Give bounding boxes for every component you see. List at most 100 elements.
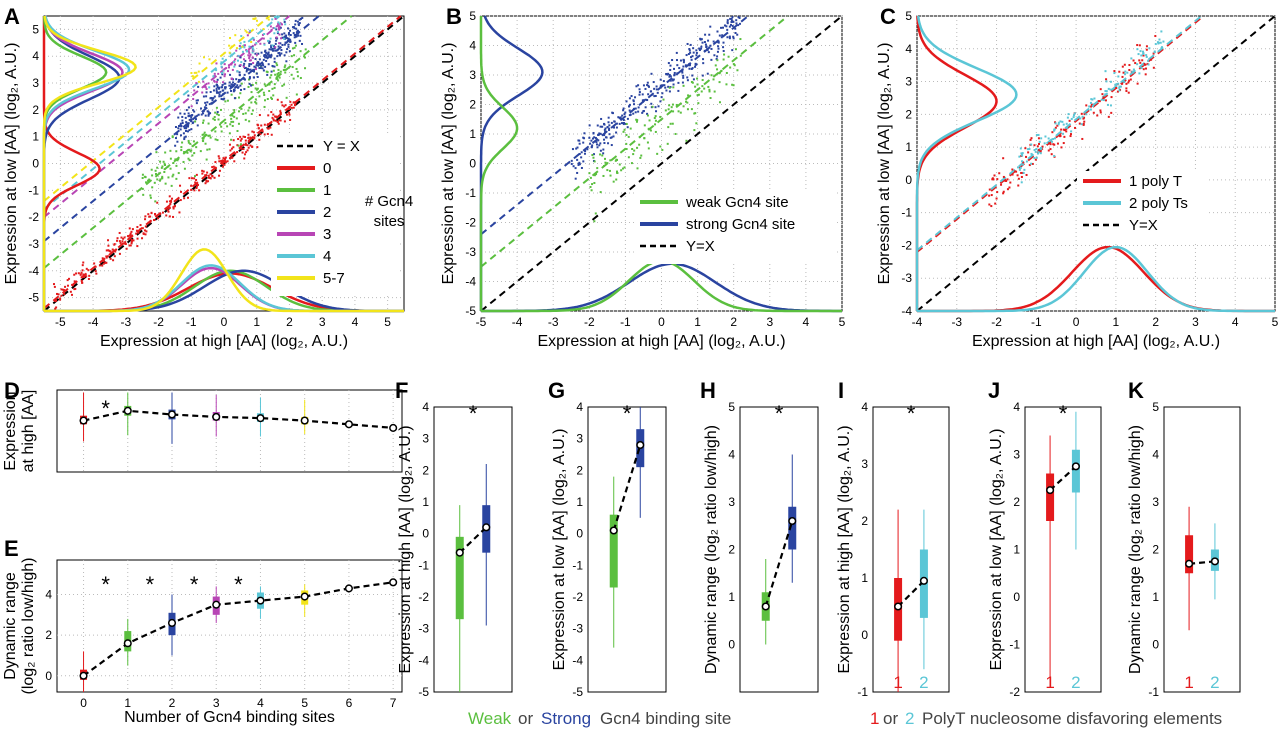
scatter-point-blue (730, 20, 733, 23)
scatter-point-green (670, 106, 673, 109)
scatter-point-blue (275, 28, 278, 31)
scatter-point-cyan (1123, 81, 1126, 84)
y-tick-label: 0 (32, 157, 39, 171)
box-iqr (1046, 473, 1055, 521)
scatter-point-blue (240, 88, 243, 91)
scatter-point-blue (209, 97, 212, 100)
scatter-point-green (591, 183, 594, 186)
scatter-point-magenta (242, 58, 245, 61)
scatter-point-green (169, 157, 172, 160)
scatter-point-blue (270, 70, 273, 73)
scatter-point-magenta (262, 37, 265, 40)
scatter-point-red (1062, 128, 1065, 131)
y-tick-label: 3 (576, 432, 583, 446)
scatter-point-green (696, 83, 699, 86)
median-marker (344, 584, 353, 593)
scatter-point-red (102, 262, 105, 265)
scatter-point-green (270, 74, 273, 77)
scatter-point-red (93, 262, 96, 265)
scatter-point-green (606, 162, 609, 165)
scatter-point-red (1017, 184, 1020, 187)
scatter-point-green (224, 100, 227, 103)
scatter-point-red (1145, 67, 1148, 70)
scatter-point-red (239, 135, 242, 138)
scatter-point-green (283, 66, 286, 69)
scatter-point-cyan (1065, 122, 1068, 125)
scatter-point-red (64, 285, 67, 288)
scatter-point-red (263, 123, 266, 126)
scatter-point-green (739, 38, 742, 41)
scatter-point-green (675, 103, 678, 106)
scatter-point-red (150, 212, 153, 215)
scatter-point-cyan (1119, 85, 1122, 88)
scatter-point-green (672, 86, 675, 89)
scatter-point-green (292, 77, 295, 80)
scatter-point-magenta (248, 55, 251, 58)
scatter-point-green (635, 120, 638, 123)
scatter-point-blue (582, 160, 585, 163)
y-axis-label: Dynamic range (log₂ ratio low/high) (703, 425, 720, 674)
scatter-point-green (219, 108, 222, 111)
scatter-point-red (207, 180, 210, 183)
scatter-point-blue (597, 133, 600, 136)
scatter-point-cyan (283, 18, 286, 21)
significance-star: * (101, 396, 110, 421)
scatter-point-red (290, 103, 293, 106)
scatter-point-cyan (1104, 70, 1107, 73)
scatter-point-blue (623, 113, 626, 116)
scatter-point-red (231, 156, 234, 159)
x-tick-label: 4 (257, 696, 264, 710)
scatter-point-green (731, 83, 734, 86)
scatter-point-red (1002, 192, 1005, 195)
scatter-point-cyan (1105, 80, 1108, 83)
side-density-yellow (42, 15, 137, 311)
scatter-point-blue (615, 131, 618, 134)
scatter-point-blue (293, 36, 296, 39)
scatter-point-blue (572, 165, 575, 168)
scatter-point-magenta (270, 28, 273, 31)
scatter-point-cyan (1141, 63, 1144, 66)
scatter-point-blue (237, 80, 240, 83)
scatter-point-red (1020, 171, 1023, 174)
scatter-point-blue (576, 146, 579, 149)
scatter-point-red (1069, 135, 1072, 138)
scatter-point-cyan (1079, 117, 1082, 120)
caption-one: 1 (870, 709, 879, 728)
panel-letter-d: D (4, 378, 20, 403)
scatter-point-green (269, 76, 272, 79)
scatter-point-blue (207, 114, 210, 117)
scatter-point-red (221, 163, 224, 166)
scatter-point-blue (270, 46, 273, 49)
scatter-point-blue (289, 29, 292, 32)
scatter-point-red (247, 140, 250, 143)
y-tick-label: -2 (28, 210, 39, 224)
scatter-point-red (52, 283, 55, 286)
median-trend-line (83, 409, 394, 429)
scatter-point-green (277, 68, 280, 71)
scatter-point-red (171, 197, 174, 200)
scatter-point-blue (248, 82, 251, 85)
scatter-point-blue (238, 71, 241, 74)
scatter-point-green (215, 106, 218, 109)
scatter-point-green (739, 54, 742, 57)
significance-star: * (234, 572, 243, 597)
scatter-point-blue (642, 84, 645, 87)
scatter-point-red (135, 229, 138, 232)
scatter-point-blue (193, 110, 196, 113)
y-tick-label: 4 (32, 49, 39, 63)
scatter-point-blue (608, 124, 611, 127)
scatter-point-cyan (1106, 103, 1109, 106)
scatter-point-blue (641, 93, 644, 96)
scatter-point-red (993, 174, 996, 177)
scatter-point-blue (208, 112, 211, 115)
y-tick-label: -4 (28, 264, 39, 278)
scatter-point-red (207, 176, 210, 179)
scatter-point-red (269, 126, 272, 129)
scatter-point-blue (208, 103, 211, 106)
scatter-point-magenta (248, 51, 251, 54)
scatter-point-red (208, 176, 211, 179)
scatter-point-blue (194, 118, 197, 121)
scatter-point-magenta (213, 79, 216, 82)
scatter-point-green (162, 160, 165, 163)
